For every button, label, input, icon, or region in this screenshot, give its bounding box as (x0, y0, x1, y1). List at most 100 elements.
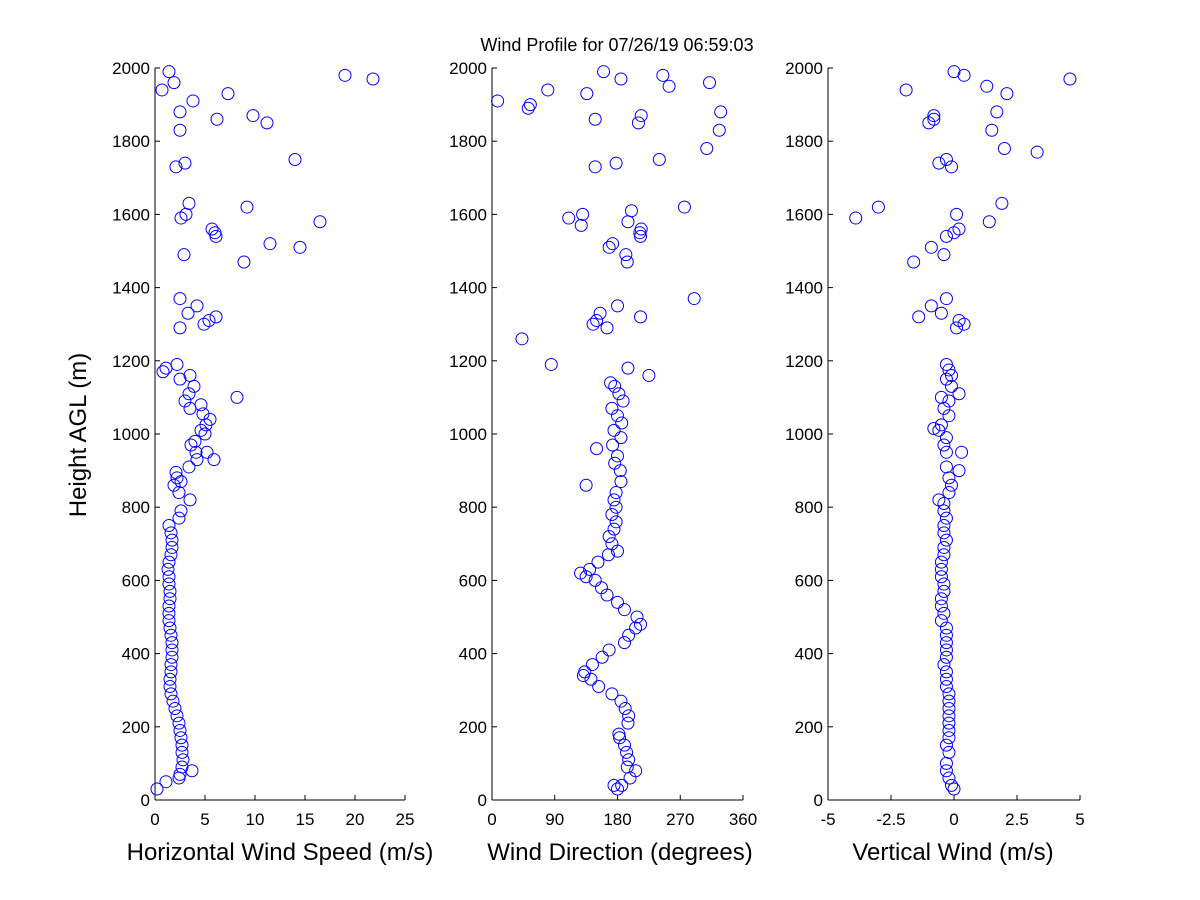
direction-data-point (588, 112, 602, 126)
vertical-wind-data-point (947, 65, 961, 79)
direction-data-point (607, 493, 621, 507)
speed-data-point (162, 555, 176, 569)
vertical-wind-data-point (950, 321, 964, 335)
vertical-wind-data-point (934, 592, 948, 606)
vertical-wind-data-point (942, 694, 956, 708)
direction-data-point (687, 292, 701, 306)
speed-data-point (210, 112, 224, 126)
direction-data-point (590, 314, 604, 328)
direction-data-point (677, 200, 691, 214)
vertical-wind-data-point (934, 562, 948, 576)
direction-data-point (605, 508, 619, 522)
vertical-wind-data-point (937, 248, 951, 262)
vertical-wind-data-point (944, 160, 958, 174)
speed-data-point (198, 427, 212, 441)
speed-data-point (205, 222, 219, 236)
speed-data-point (173, 105, 187, 119)
direction-data-point (611, 449, 624, 463)
direction-y-tick-label: 400 (459, 645, 487, 664)
direction-x-tick-label: 180 (603, 810, 631, 829)
speed-x-tick-label: 20 (346, 810, 365, 829)
speed-data-point (161, 562, 175, 576)
speed-data-point (162, 570, 176, 584)
direction-data-point (609, 156, 623, 170)
direction-data-point (521, 101, 535, 115)
speed-data-point (221, 87, 235, 101)
speed-data-point (159, 775, 173, 789)
speed-data-point (165, 636, 179, 650)
speed-y-tick-label: 1800 (112, 132, 150, 151)
speed-data-point (170, 357, 184, 371)
speed-data-point (182, 196, 196, 210)
speed-y-tick-label: 1000 (112, 425, 150, 444)
speed-data-point (194, 398, 208, 412)
vertical-wind-data-point (942, 709, 956, 723)
direction-data-point (614, 694, 628, 708)
vertical-wind-data-point (942, 731, 956, 745)
vertical-wind-data-point (939, 153, 953, 166)
direction-data-point (619, 248, 633, 262)
speed-data-point (182, 460, 196, 474)
vertical-wind-data-point (937, 658, 951, 672)
speed-data-point (155, 83, 169, 97)
vertical-wind-data-point (939, 357, 953, 371)
direction-y-tick-label: 1600 (449, 205, 487, 224)
vertical-wind-data-point (942, 723, 956, 737)
direction-data-point (634, 222, 648, 236)
direction-data-point (634, 109, 648, 123)
speed-data-point (164, 687, 178, 701)
vertical-wind-x-tick-label: 0 (949, 810, 958, 829)
vertical-wind-data-point (1030, 145, 1044, 159)
speed-data-point (185, 764, 199, 778)
direction-data-point (562, 211, 576, 225)
direction-data-point (611, 299, 624, 313)
speed-data-point (162, 65, 176, 79)
vertical-wind-data-point (942, 394, 956, 408)
direction-data-point (630, 610, 644, 624)
direction-data-point (607, 778, 621, 792)
direction-data-point (607, 522, 621, 536)
vertical-wind-x-tick-label: 2.5 (1005, 810, 1029, 829)
direction-data-point (584, 672, 598, 686)
direction-data-point (629, 764, 643, 778)
direction-data-point (617, 636, 631, 650)
direction-data-point (618, 702, 632, 715)
vertical-wind-data-point (942, 771, 956, 785)
vertical-wind-data-point (912, 310, 926, 324)
speed-data-point (190, 453, 204, 467)
direction-data-point (605, 401, 619, 415)
direction-data-point (615, 778, 629, 792)
speed-data-point (165, 533, 179, 547)
vertical-wind-data-point (980, 79, 994, 93)
direction-data-point (621, 215, 635, 229)
vertical-wind-data-point (934, 306, 948, 320)
direction-data-point (621, 716, 635, 730)
vertical-wind-data-point (952, 464, 966, 478)
direction-data-point (588, 160, 602, 174)
direction-data-point (544, 357, 558, 371)
direction-x-tick-label: 90 (545, 810, 564, 829)
vertical-wind-data-point (939, 764, 953, 778)
direction-data-point (605, 537, 619, 551)
direction-data-point (597, 65, 611, 79)
direction-y-tick-label: 0 (478, 791, 487, 810)
figure-title: Wind Profile for 07/26/19 06:59:03 (480, 35, 753, 55)
vertical-wind-data-point (942, 471, 956, 485)
speed-data-point (181, 306, 195, 320)
vertical-wind-data-point (942, 687, 956, 701)
speed-data-point (164, 628, 178, 642)
vertical-wind-data-point (934, 570, 948, 584)
speed-data-point (173, 292, 187, 306)
vertical-wind-data-point (944, 478, 958, 492)
direction-data-point (703, 76, 717, 90)
speed-data-point (209, 310, 223, 324)
direction-data-point (608, 379, 622, 393)
direction-data-point (624, 204, 638, 218)
direction-data-point (591, 555, 605, 569)
speed-data-point (159, 361, 173, 375)
direction-data-point (634, 310, 648, 324)
direction-y-tick-label: 2000 (449, 59, 487, 78)
direction-data-point (515, 332, 529, 346)
direction-panel: Wind Direction (degrees) 0 200 400 600 800 10… (449, 59, 757, 866)
direction-data-point (609, 500, 623, 514)
